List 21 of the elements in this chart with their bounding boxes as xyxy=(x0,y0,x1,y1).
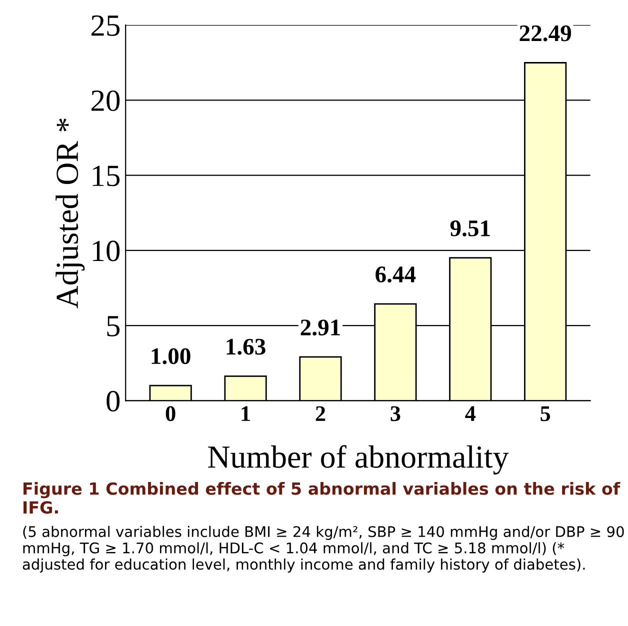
x-tick-label: 4 xyxy=(465,406,476,421)
x-tick-label: 5 xyxy=(540,406,550,422)
y-tick-label: 15 xyxy=(92,166,120,186)
data-label: 2.91 xyxy=(300,320,340,336)
x-tick-label: 3 xyxy=(390,406,400,422)
y-tick-label: 5 xyxy=(107,316,120,336)
data-label: 1.63 xyxy=(226,338,266,355)
data-label: 6.44 xyxy=(376,266,416,283)
y-tick-label: 10 xyxy=(92,240,120,262)
y-axis-title: Adjusted OR * xyxy=(56,118,85,308)
data-label: 22.49 xyxy=(520,25,572,42)
text: (5 abnormal variables include BMI ≥ 24 kg/m², SBP ≥ 140 mmHg and/or DBP ≥ 90 mmHg, TG ≥ 1.70 mmol/l, HDL-C < 1.04 mmol/l, and TC ≥ 5.18 mmol/l) (* adjusted for education level, monthly income and family history of diabetes). xyxy=(22,526,624,573)
y-tick-label: 20 xyxy=(92,90,120,112)
x-tick-label: 1 xyxy=(242,406,250,421)
caption: Figure 1 Combined effect of 5 abnormal variables on the risk of IFG. xyxy=(24,482,620,514)
x-tick-label: 0 xyxy=(166,406,176,422)
x-tick-label: 2 xyxy=(316,406,326,421)
y-tick-label: 25 xyxy=(92,15,120,36)
data-label: 9.51 xyxy=(450,220,490,236)
data-label: 1.00 xyxy=(152,348,190,364)
x-axis-title: Number of abnormality xyxy=(208,445,509,474)
